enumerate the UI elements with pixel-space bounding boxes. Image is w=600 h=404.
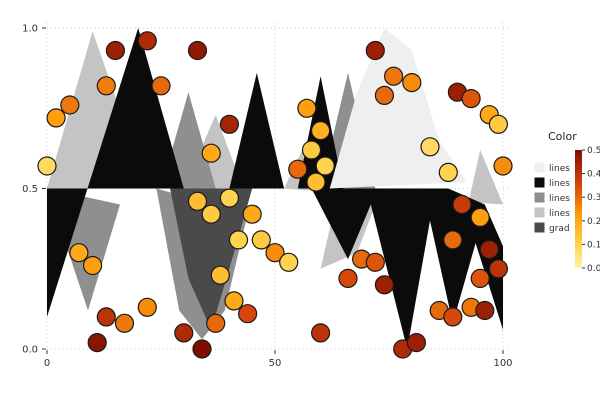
scatter-point — [46, 108, 66, 128]
scatter-point — [82, 255, 103, 276]
legend-entry-label: lines — [549, 194, 570, 204]
scatter-point — [96, 76, 116, 96]
scatter-point — [338, 268, 358, 288]
scatter-point — [406, 333, 426, 353]
scatter-point — [151, 76, 171, 96]
scatter-point — [311, 121, 331, 141]
scatter-point — [461, 88, 481, 109]
legend-entry-label: lines — [549, 179, 570, 189]
scatter-point — [374, 85, 394, 106]
scatter-point — [438, 162, 458, 182]
colorbar-tick-label: 0.4 — [587, 170, 600, 180]
legend-swatch[interactable] — [533, 191, 546, 204]
axes: 0 50 100 0.0 0.5 1.0 — [22, 24, 512, 370]
x-tick-label: 0 — [44, 358, 50, 369]
scatter-point — [315, 156, 335, 176]
colorbar-tick-label: 0.0 — [587, 264, 600, 274]
area-polygon-lines — [47, 28, 184, 317]
legend-swatch[interactable] — [533, 221, 546, 234]
scatter-point — [475, 300, 495, 321]
colorbar-tick-label: 0.2 — [587, 217, 600, 227]
scatter-point — [265, 243, 285, 263]
y-tick-label: 1.0 — [22, 24, 38, 35]
scatter-point — [488, 114, 508, 134]
scatter-point — [219, 188, 239, 208]
scatter-point — [192, 339, 212, 359]
scatter-point — [443, 230, 463, 250]
scatter-point — [219, 114, 239, 134]
scatter-point — [479, 239, 499, 260]
scatter-point — [306, 172, 326, 192]
scatter-point — [470, 207, 490, 227]
y-tick-label: 0.0 — [22, 345, 38, 356]
scatter-point — [288, 159, 308, 179]
scatter-point — [174, 323, 194, 343]
scatter-point — [311, 323, 331, 343]
scatter-point — [105, 40, 126, 61]
scatter-point — [488, 259, 508, 279]
scatter-point — [384, 66, 404, 86]
scatter-point — [374, 275, 394, 295]
scatter-point — [251, 230, 271, 250]
scatter-point — [210, 265, 230, 285]
scatter-layer — [37, 31, 513, 359]
legend: Color lines lines lines lines grad 0.5 0.4 0.3 0.… — [533, 130, 600, 274]
scatter-point — [402, 72, 422, 93]
x-tick-label: 50 — [269, 358, 282, 369]
scatter-point — [301, 140, 322, 160]
y-tick-label: 0.5 — [22, 184, 38, 195]
scatter-point — [60, 95, 80, 115]
legend-swatch[interactable] — [533, 206, 546, 219]
scatter-point — [137, 31, 157, 51]
scatter-point — [187, 191, 208, 211]
scatter-point — [187, 40, 208, 61]
area-polygon-lines — [229, 72, 285, 189]
scatter-point — [420, 137, 440, 157]
scatter-point — [96, 307, 116, 327]
colorbar-tick-label: 0.1 — [587, 240, 600, 250]
colorbar-tick-label: 0.5 — [587, 146, 600, 156]
scatter-point — [452, 194, 472, 215]
scatter-point — [201, 143, 221, 163]
legend-swatch[interactable] — [533, 161, 546, 174]
area-polygon-grad — [170, 188, 253, 330]
scatter-point — [365, 252, 385, 272]
scatter-point — [470, 268, 490, 288]
legend-entry-label: lines — [549, 164, 570, 174]
scatter-point — [242, 204, 262, 224]
scatter-point — [297, 98, 317, 118]
x-tick-label: 100 — [493, 358, 512, 369]
scatter-point — [224, 291, 244, 311]
scatter-point — [37, 156, 57, 176]
scatter-point — [114, 313, 135, 333]
scatter-point — [69, 243, 89, 263]
scatter-point — [279, 252, 299, 272]
scatter-point — [443, 307, 463, 327]
scatter-point — [206, 313, 226, 333]
scatter-point — [87, 333, 107, 353]
scatter-point — [493, 156, 513, 176]
colorbar-tick-label: 0.3 — [587, 193, 600, 203]
legend-title: Color — [548, 130, 577, 143]
scatter-point — [238, 304, 258, 324]
scatter-point — [201, 204, 221, 224]
legend-entry-label: lines — [549, 209, 570, 219]
legend-swatch[interactable] — [533, 176, 546, 189]
legend-entry-label: grad — [549, 224, 570, 234]
scatter-point — [137, 297, 157, 317]
scatter-point — [365, 40, 385, 61]
colorbar — [575, 150, 582, 268]
scatter-point — [228, 230, 249, 250]
